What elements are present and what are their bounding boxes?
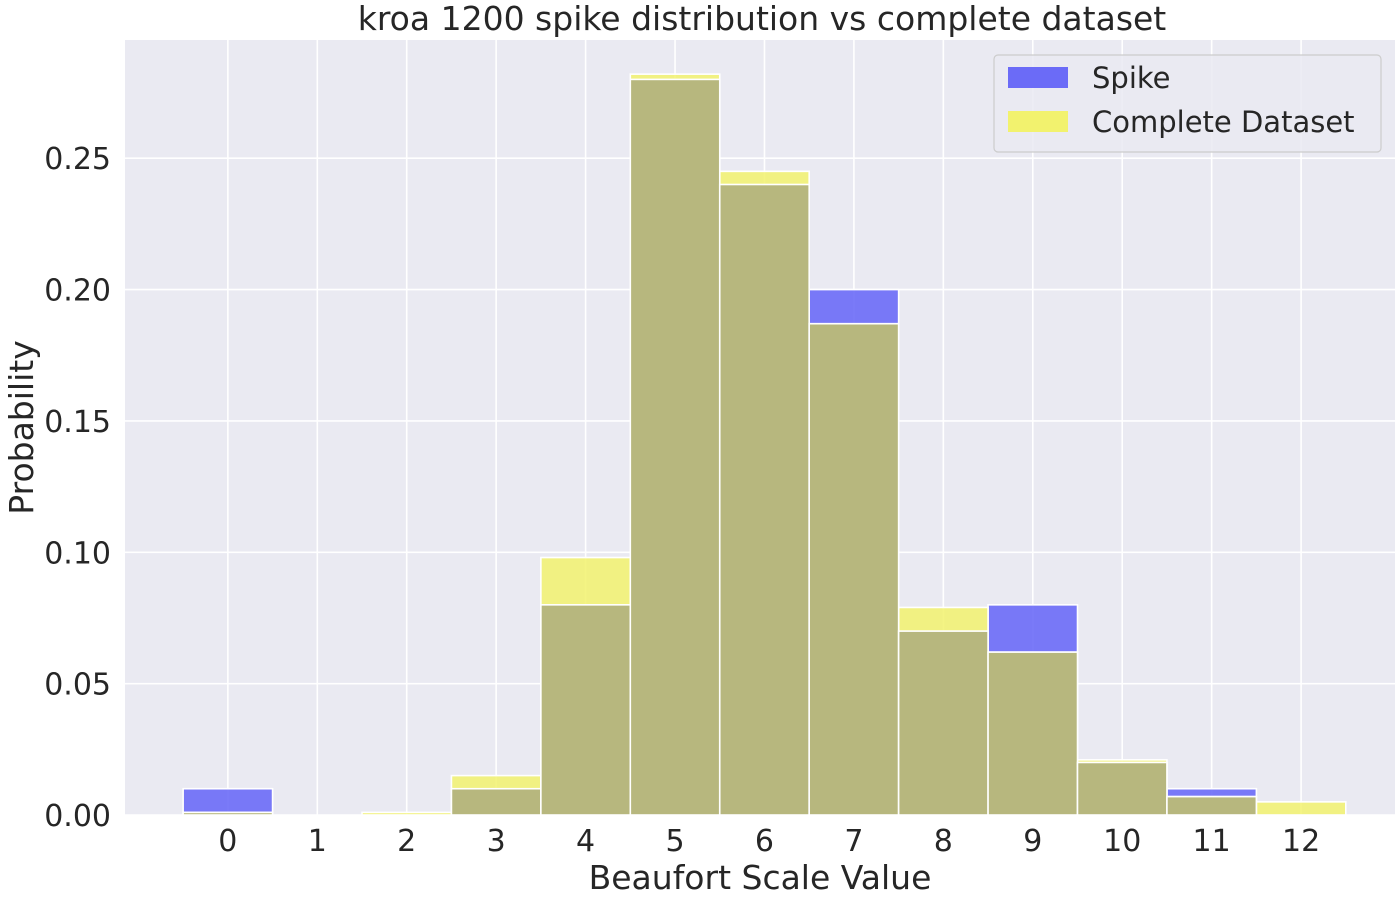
y-tick-label-5: 0.25 — [44, 142, 111, 177]
x-tick-label-1: 1 — [308, 824, 327, 859]
bar-complete-dataset-2 — [361, 811, 453, 816]
x-tick-label-0: 0 — [218, 824, 237, 859]
legend-swatch-spike — [1008, 67, 1068, 88]
x-tick-label-2: 2 — [397, 824, 416, 859]
bar-spike-0 — [182, 787, 274, 816]
bar-overlap-7 — [808, 322, 900, 816]
legend-swatch-complete-dataset — [1008, 111, 1068, 132]
bars — [182, 73, 1347, 816]
x-tick-label-11: 11 — [1193, 824, 1231, 859]
y-tick-label-4: 0.20 — [44, 274, 111, 309]
legend-label-spike: Spike — [1092, 61, 1170, 95]
x-tick-label-4: 4 — [576, 824, 595, 859]
x-tick-label-12: 12 — [1282, 824, 1320, 859]
x-tick-label-7: 7 — [844, 824, 863, 859]
bar-overlap-3 — [450, 787, 542, 816]
bar-overlap-11 — [1166, 795, 1258, 816]
legend-box — [993, 54, 1382, 153]
y-tick-label-2: 0.10 — [44, 536, 111, 571]
x-tick-label-10: 10 — [1103, 824, 1141, 859]
x-tick-label-9: 9 — [1023, 824, 1042, 859]
bar-overlap-8 — [897, 630, 989, 816]
x-tick-label-6: 6 — [755, 824, 774, 859]
y-tick-label-1: 0.05 — [44, 668, 111, 703]
x-tick-labels: 0 1 2 3 4 5 6 7 8 9 10 11 12 — [218, 824, 1320, 859]
chart-title: kroa 1200 spike distribution vs complete… — [358, 0, 1167, 38]
x-tick-label-5: 5 — [665, 824, 684, 859]
bar-overlap-6 — [718, 183, 810, 816]
y-tick-label-3: 0.15 — [44, 405, 111, 440]
legend: Spike Complete Dataset — [993, 54, 1382, 153]
bar-overlap-10 — [1076, 761, 1168, 816]
y-axis-label: Probability — [2, 340, 41, 514]
legend-label-complete-dataset: Complete Dataset — [1092, 105, 1355, 139]
bar-overlap-4 — [540, 604, 632, 816]
bar-complete-dataset-12 — [1255, 801, 1347, 816]
x-axis-label: Beaufort Scale Value — [589, 858, 932, 897]
bar-overlap-5 — [629, 78, 721, 816]
y-tick-label-0: 0.00 — [44, 799, 111, 834]
x-tick-label-3: 3 — [487, 824, 506, 859]
y-tick-labels: 0.00 0.05 0.10 0.15 0.20 0.25 — [44, 142, 111, 834]
bar-overlap-9 — [987, 651, 1079, 816]
bar-overlap-0 — [182, 811, 274, 816]
x-tick-label-8: 8 — [934, 824, 953, 859]
